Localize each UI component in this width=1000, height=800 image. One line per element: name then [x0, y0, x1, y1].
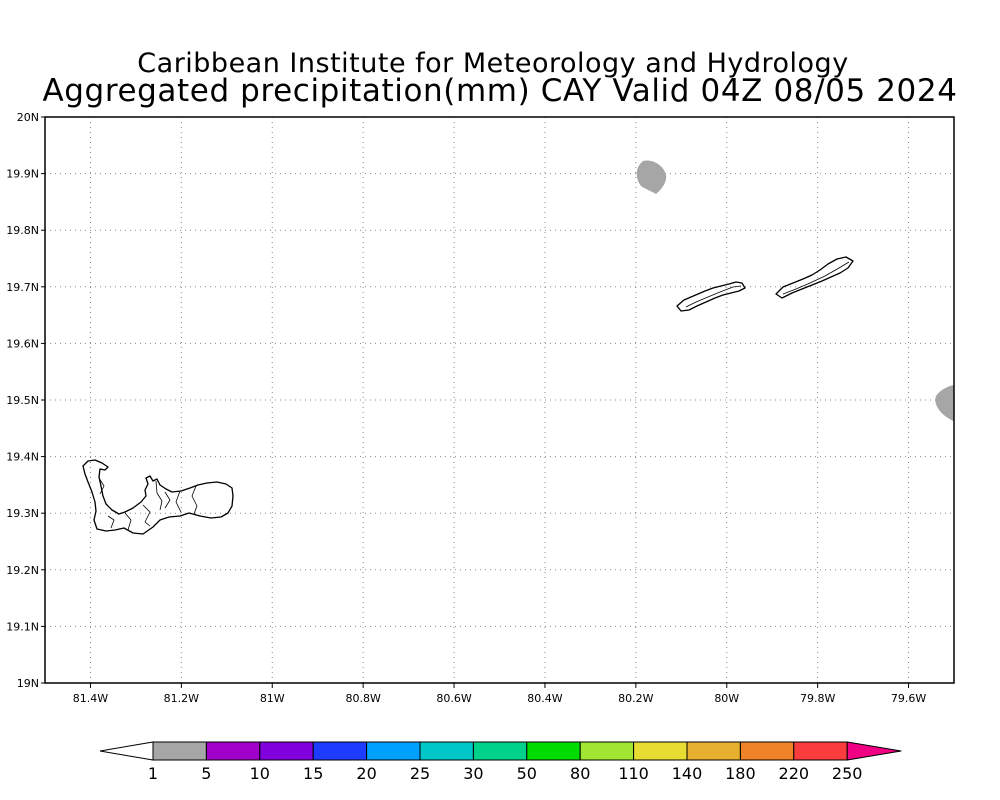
- latitude-labels: 20N 19.9N 19.8N 19.7N 19.6N 19.5N 19.4N 19.3N 19…: [6, 111, 45, 690]
- legend-label-8: 80: [570, 764, 590, 783]
- legend-swatch-8: [579, 741, 635, 761]
- legend-label-11: 180: [725, 764, 756, 783]
- legend-swatch-5: [419, 741, 474, 761]
- y-tick-label-5: 19.5N: [6, 394, 39, 407]
- legend-swatch-11: [739, 741, 795, 761]
- y-tick-label-6: 19.4N: [6, 451, 39, 464]
- x-tick-label-5: 80.4W: [527, 692, 562, 705]
- title-line-2: Aggregated precipitation(mm) CAY Valid 0…: [42, 73, 958, 109]
- legend-swatch-12: [793, 741, 848, 761]
- y-tick-label-2: 19.8N: [6, 224, 39, 237]
- x-tick-label-1: 81.2W: [164, 692, 199, 705]
- legend-label-7: 50: [517, 764, 537, 783]
- legend-low-arrow: [99, 741, 154, 761]
- x-tick-label-6: 80.2W: [618, 692, 653, 705]
- legend-swatch-7: [526, 741, 581, 761]
- x-tick-label-7: 80W: [714, 692, 739, 705]
- legend-label-3: 15: [303, 764, 323, 783]
- grand-cayman-outline: [82, 459, 234, 535]
- x-tick-label-0: 81.4W: [73, 692, 108, 705]
- legend-label-4: 20: [356, 764, 376, 783]
- legend-label-1: 5: [201, 764, 211, 783]
- x-tick-label-3: 80.8W: [345, 692, 380, 705]
- y-tick-label-4: 19.6N: [6, 337, 39, 350]
- legend-swatch-0: [152, 741, 207, 761]
- x-tick-label-4: 80.6W: [436, 692, 471, 705]
- legend-label-6: 30: [463, 764, 483, 783]
- precip-area-east: [935, 385, 954, 421]
- y-tick-label-0: 20N: [17, 111, 39, 124]
- precip-area-north: [636, 160, 667, 194]
- y-tick-label-8: 19.2N: [6, 564, 39, 577]
- legend-swatch-3: [312, 741, 368, 761]
- x-tick-label-8: 79.8W: [800, 692, 835, 705]
- y-tick-label-7: 19.3N: [6, 507, 39, 520]
- legend-label-9: 110: [618, 764, 649, 783]
- legend-swatch-10: [686, 741, 741, 761]
- legend-swatch-9: [633, 741, 688, 761]
- x-tick-label-9: 79.6W: [891, 692, 926, 705]
- legend-label-13: 250: [832, 764, 863, 783]
- x-tick-label-2: 81W: [260, 692, 285, 705]
- map-frame: [44, 116, 955, 684]
- legend-swatch-6: [472, 741, 528, 761]
- legend-label-0: 1: [148, 764, 158, 783]
- title-line-1: Caribbean Institute for Meteorology and …: [137, 48, 849, 79]
- y-tick-label-3: 19.7N: [6, 281, 39, 294]
- legend-swatch-4: [366, 741, 421, 761]
- legend-label-12: 220: [779, 764, 810, 783]
- y-tick-label-10: 19N: [17, 677, 39, 690]
- y-tick-label-9: 19.1N: [6, 620, 39, 633]
- little-cayman-outline: [676, 281, 746, 312]
- legend-swatch-1: [205, 741, 261, 761]
- cayman-brac-outline: [775, 256, 854, 299]
- y-tick-label-1: 19.9N: [6, 168, 39, 181]
- legend-swatch-2: [259, 741, 314, 761]
- map-grid: [45, 117, 954, 683]
- legend-label-5: 25: [410, 764, 430, 783]
- legend-label-2: 10: [250, 764, 270, 783]
- legend-label-10: 140: [672, 764, 703, 783]
- legend-high-arrow: [846, 741, 902, 761]
- color-bar-legend: 1 5 10 15 20 25 30 50 80 110 140 180 220 250: [99, 741, 902, 783]
- longitude-labels: 81.4W 81.2W 81W 80.8W 80.6W 80.4W 80.2W 80W 79.8…: [73, 683, 926, 705]
